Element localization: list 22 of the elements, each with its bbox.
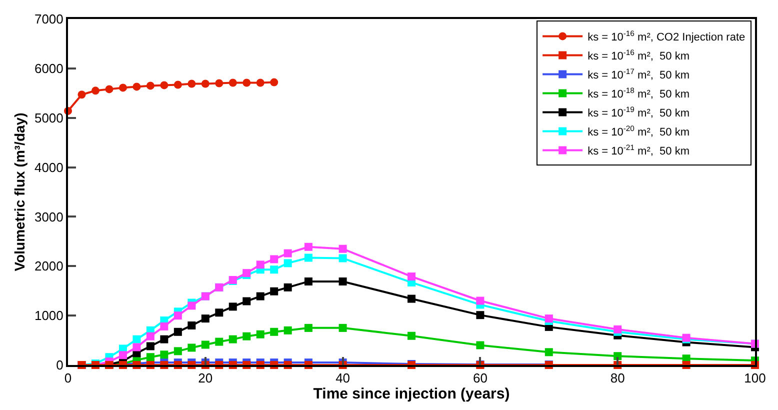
x-tick-label: 40 (336, 370, 350, 386)
legend-label: ks = 10$^{-19}$ m², 50 km (588, 104, 690, 120)
x-axis-title: Time since injection (years) (313, 386, 510, 403)
y-tick-label: 7000 (34, 12, 64, 27)
legend-label: ks = 10$^{-20}$ m², 50 km (588, 124, 690, 139)
legend-label: ks = 10$^{-17}$ m², 50 km (588, 66, 690, 82)
y-tick-label: 6000 (34, 60, 64, 76)
legend-label: ks = 10$^{-16}$ m², 50 km (588, 48, 690, 63)
y-tick-label: 2000 (34, 258, 64, 274)
legend-label: ks = 10$^{-16}$ m², CO2 Injection rate (588, 28, 746, 44)
y-tick-label: 1000 (34, 308, 64, 324)
legend-label: ks = 10$^{-18}$ m², 50 km (588, 86, 690, 101)
x-tick-label: 100 (744, 370, 766, 386)
y-axis-title: Volumetric flux (m³/day) (12, 112, 28, 272)
y-tick-label: 0 (56, 358, 64, 373)
x-tick-label: 20 (198, 370, 213, 386)
x-tick-label: 60 (472, 370, 488, 386)
legend-label: ks = 10$^{-21}$ m², 50 km (588, 142, 690, 158)
x-tick-label: 80 (610, 370, 625, 386)
y-tick-label: 5000 (34, 110, 64, 126)
y-tick-label: 4000 (34, 160, 64, 175)
y-tick-label: 3000 (34, 209, 64, 224)
